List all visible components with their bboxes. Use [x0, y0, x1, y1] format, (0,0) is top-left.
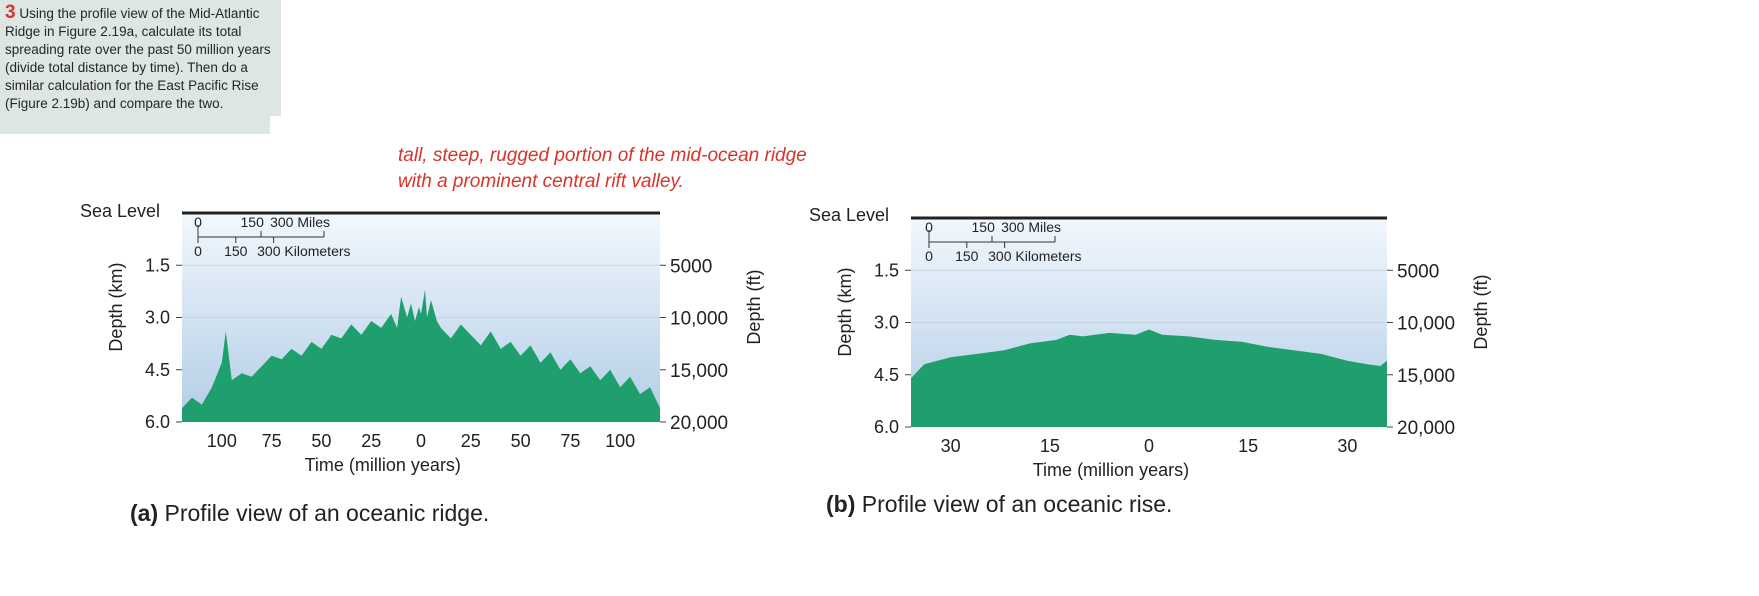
chart-a-x-tick-label: 25: [361, 431, 381, 451]
chart-a-ylabel-left: Depth (km): [106, 263, 126, 352]
cutoff-figure-caption: tall, steep, rugged portion of the mid-o…: [398, 145, 807, 192]
chart-b-y-tick-label-ft: 20,000: [1397, 418, 1455, 439]
chart-b-caption-text: Profile view of an oceanic rise.: [861, 491, 1173, 517]
chart-b-y-tick-label-km: 6.0: [874, 417, 899, 437]
chart-a-caption-text: Profile view of an oceanic ridge.: [164, 500, 490, 526]
chart-a-x-tick-label: 50: [311, 431, 331, 451]
chart-a-scale-bar-miles-label: 150: [241, 214, 265, 230]
chart-b-ylabel-left: Depth (km): [835, 268, 855, 357]
chart-a-y-tick-label-km: 6.0: [145, 412, 170, 432]
chart-b-scale-bar-km-label: 0: [925, 248, 933, 264]
chart-b-caption: (b) Profile view of an oceanic rise.: [826, 491, 1172, 518]
chart-a-x-tick-label: 0: [416, 431, 426, 451]
question-box-notch: [270, 116, 281, 134]
chart-a-y-tick-label-ft: 15,000: [670, 361, 728, 382]
chart-a-caption: (a) Profile view of an oceanic ridge.: [130, 500, 489, 527]
chart-b-scale-bar-miles-label: 0: [925, 219, 933, 235]
chart-a-y-tick-label-ft: 20,000: [670, 413, 728, 434]
chart-b-oceanic-rise: Sea Level 1.5 3.0 4.5 6.0 Depth (km) 5000 10,00…: [809, 205, 1491, 480]
chart-b-x-tick-label: 30: [941, 436, 961, 456]
chart-a-xlabel: Time (million years): [305, 455, 461, 475]
question-box: 3 Using the profile view of the Mid-Atla…: [0, 0, 281, 134]
chart-a-scale-bar-km-label: 150: [224, 243, 248, 259]
chart-b-y-tick-label-km: 3.0: [874, 313, 899, 333]
chart-b-sea-level-label: Sea Level: [809, 205, 889, 225]
chart-a-seafloor-profile: [182, 289, 660, 422]
chart-b-scale-bar-miles-label: 150: [972, 219, 996, 235]
chart-a-scale-bar-miles-label: 0: [194, 214, 202, 230]
chart-a-y-tick-label-ft: 5000: [670, 256, 712, 277]
chart-a-ylabel-right: Depth (ft): [744, 270, 764, 345]
chart-b-y-tick-label-ft: 15,000: [1397, 366, 1455, 387]
chart-a-scale-bar-miles-label: 300 Miles: [270, 214, 330, 230]
chart-b-x-tick-label: 30: [1337, 436, 1357, 456]
chart-a-scale-bar-km-label: 0: [194, 243, 202, 259]
chart-a-x-tick-label: 75: [560, 431, 580, 451]
chart-a-x-tick-label: 100: [207, 431, 237, 451]
chart-a-y-tick-label-km: 3.0: [145, 308, 170, 328]
chart-b-y-tick-label-ft: 10,000: [1397, 314, 1455, 335]
chart-b-x-tick-label: 0: [1144, 436, 1154, 456]
chart-b-ylabel-right: Depth (ft): [1471, 275, 1491, 350]
chart-a-x-tick-label: 50: [511, 431, 531, 451]
chart-b-scale-bar-km-label: 300 Kilometers: [988, 248, 1081, 264]
chart-b-seafloor-profile: [911, 329, 1387, 427]
chart-b-x-tick-label: 15: [1040, 436, 1060, 456]
chart-a-sea-level-label: Sea Level: [80, 201, 160, 221]
question-body: Using the profile view of the Mid-Atlant…: [5, 6, 271, 111]
chart-a-x-tick-label: 75: [262, 431, 282, 451]
chart-a-y-tick-label-km: 4.5: [145, 360, 170, 380]
chart-b-y-tick-label-km: 4.5: [874, 365, 899, 385]
chart-b-xlabel: Time (million years): [1033, 460, 1189, 480]
question-text: 3 Using the profile view of the Mid-Atla…: [5, 2, 271, 113]
chart-a-y-tick-label-km: 1.5: [145, 255, 170, 275]
chart-b-scale-bar-km-label: 150: [955, 248, 979, 264]
chart-b-scale-bar-miles-label: 300 Miles: [1001, 219, 1061, 235]
chart-b-y-tick-label-ft: 5000: [1397, 261, 1439, 282]
chart-a-caption-label: (a): [130, 500, 159, 526]
chart-a-x-tick-label: 100: [605, 431, 635, 451]
chart-a-scale-bar-km-label: 300 Kilometers: [257, 243, 350, 259]
chart-b-caption-label: (b): [826, 491, 856, 517]
chart-b-y-tick-label-km: 1.5: [874, 260, 899, 280]
question-number: 3: [5, 2, 16, 23]
chart-a-y-tick-label-ft: 10,000: [670, 309, 728, 330]
chart-a-x-tick-label: 25: [461, 431, 481, 451]
chart-b-x-tick-label: 15: [1238, 436, 1258, 456]
